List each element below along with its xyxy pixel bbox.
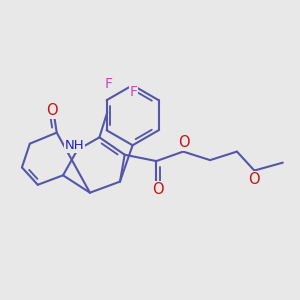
Text: O: O: [178, 135, 190, 150]
Text: F: F: [130, 85, 138, 98]
Text: NH: NH: [64, 139, 84, 152]
Text: F: F: [104, 76, 112, 91]
Text: O: O: [152, 182, 164, 197]
Text: O: O: [46, 103, 58, 118]
Text: O: O: [248, 172, 260, 187]
